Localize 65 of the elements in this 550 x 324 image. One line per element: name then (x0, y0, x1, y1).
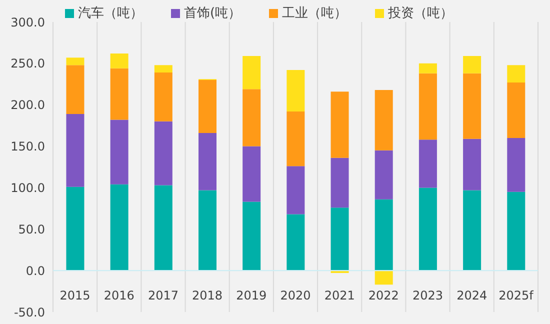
bar (418, 63, 437, 74)
bar (198, 190, 216, 271)
bar (242, 146, 261, 202)
bar (374, 90, 393, 150)
bar (110, 68, 128, 120)
bar (154, 65, 172, 73)
y-tick-label: 200.0 (10, 98, 45, 112)
bar (286, 70, 305, 112)
bar (463, 73, 482, 139)
bar (418, 188, 437, 271)
legend-label: 工业（吨） (282, 6, 348, 21)
bar (507, 82, 526, 138)
bar (374, 150, 393, 200)
y-tick-label: 0.0 (26, 264, 45, 278)
bar (507, 138, 526, 192)
bar (330, 208, 349, 271)
bar (110, 53, 128, 68)
bar (110, 184, 128, 271)
x-tick-label: 2020 (280, 288, 311, 302)
bar (242, 56, 261, 90)
y-tick-label: 50.0 (18, 222, 45, 236)
bar (66, 65, 84, 114)
y-tick-label: -50.0 (14, 305, 45, 320)
bar (418, 73, 437, 140)
x-tick-label: 2023 (412, 288, 444, 302)
bar (198, 133, 216, 190)
legend-label: 投资（吨） (388, 6, 454, 21)
y-tick-label: 300.0 (10, 15, 45, 30)
bar (154, 72, 172, 122)
bar (242, 89, 261, 146)
y-tick-label: 250.0 (10, 56, 45, 71)
bar (66, 186, 84, 271)
bar (286, 111, 305, 166)
x-tick-label: 2024 (456, 288, 488, 302)
bar (286, 166, 305, 214)
x-tick-label: 2018 (192, 288, 223, 302)
bar (507, 65, 526, 82)
bar (154, 185, 172, 271)
bar (507, 192, 526, 271)
y-tick-label: 100.0 (10, 180, 45, 195)
bar (154, 121, 172, 186)
x-tick-label: 2021 (324, 288, 355, 302)
x-tick-label: 2017 (148, 288, 178, 302)
legend-label: 汽车（吨） (78, 6, 143, 21)
x-tick-label: 2022 (368, 288, 399, 302)
x-tick-label: 2016 (104, 288, 134, 302)
x-tick-label: 2015 (60, 288, 90, 302)
bar (463, 56, 482, 74)
bar (374, 270, 393, 285)
bar (463, 190, 482, 271)
x-tick-label: 2019 (236, 288, 267, 302)
bar (110, 120, 128, 184)
bar (330, 158, 349, 208)
bar (66, 114, 84, 187)
bar (242, 202, 261, 271)
x-tick-label: 2025f (498, 288, 534, 302)
bar (374, 199, 393, 271)
bar (463, 138, 482, 190)
bar (286, 214, 305, 271)
bar (330, 92, 349, 158)
bar (66, 58, 84, 66)
bar (418, 140, 437, 188)
y-tick-label: 150.0 (10, 140, 45, 154)
bar (198, 80, 216, 134)
legend-label: 首饰(吨） (184, 6, 242, 21)
